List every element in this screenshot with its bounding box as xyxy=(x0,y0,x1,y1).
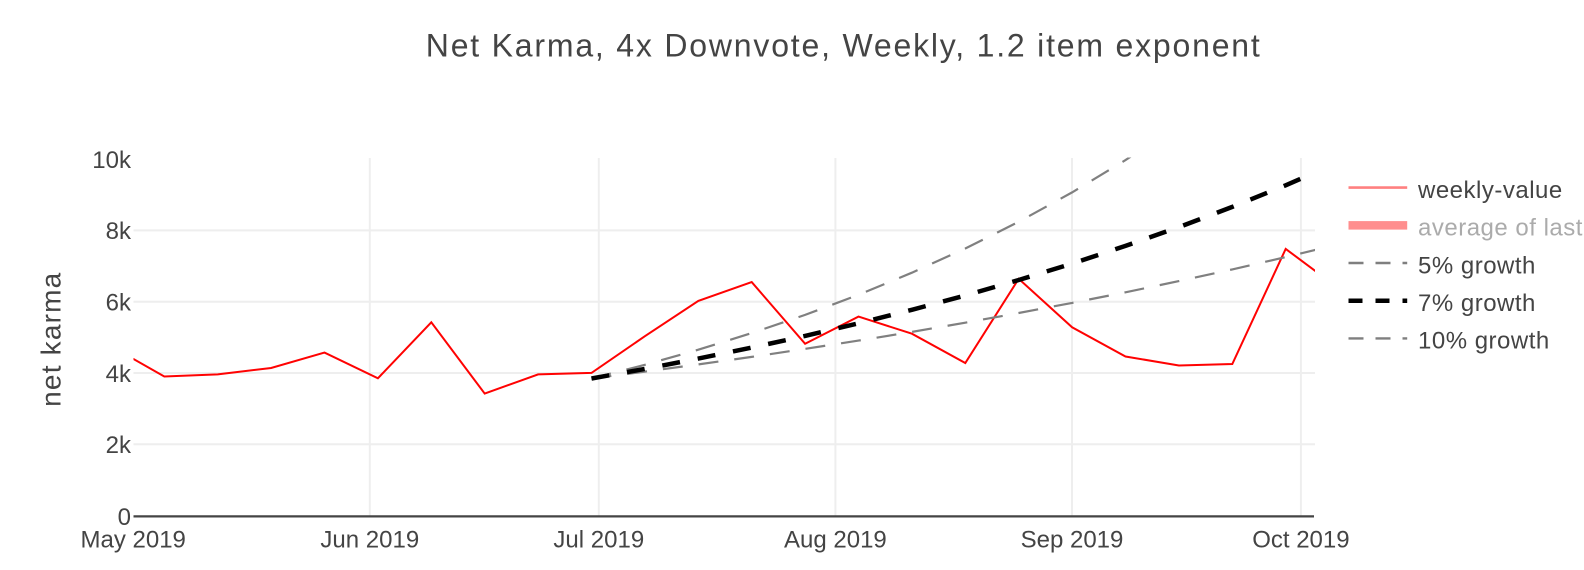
svg-text:2k: 2k xyxy=(106,432,132,459)
svg-text:10k: 10k xyxy=(92,147,132,174)
svg-text:Jul 2019: Jul 2019 xyxy=(553,527,644,554)
svg-text:Jun 2019: Jun 2019 xyxy=(320,527,419,554)
svg-text:average of last: average of last xyxy=(1418,215,1583,242)
svg-text:4k: 4k xyxy=(106,361,132,388)
svg-text:10% growth: 10% growth xyxy=(1418,328,1550,355)
svg-text:Net Karma, 4x Downvote, Weekly: Net Karma, 4x Downvote, Weekly, 1.2 item… xyxy=(426,28,1262,64)
svg-text:5% growth: 5% growth xyxy=(1418,252,1536,279)
svg-text:7% growth: 7% growth xyxy=(1418,290,1536,317)
svg-text:net karma: net karma xyxy=(35,272,66,407)
svg-text:0: 0 xyxy=(118,504,131,531)
svg-text:Sep 2019: Sep 2019 xyxy=(1021,527,1124,554)
svg-text:6k: 6k xyxy=(106,290,132,317)
svg-text:8k: 8k xyxy=(106,218,132,245)
svg-text:Oct 2019: Oct 2019 xyxy=(1252,527,1349,554)
svg-text:weekly-value: weekly-value xyxy=(1417,177,1563,204)
svg-text:May 2019: May 2019 xyxy=(80,527,185,554)
svg-text:Aug 2019: Aug 2019 xyxy=(784,527,887,554)
